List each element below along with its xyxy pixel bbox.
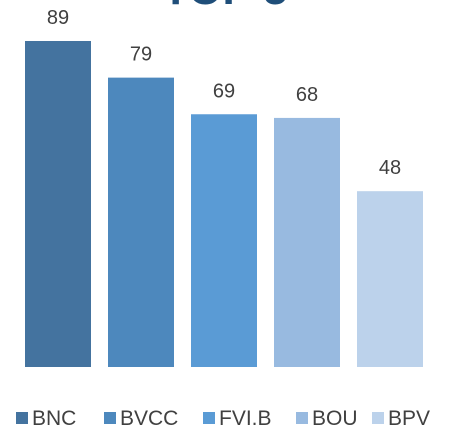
bar xyxy=(274,117,340,367)
data-label: 89 xyxy=(47,7,69,29)
legend-label: BOU xyxy=(312,407,358,428)
legend-label: BPV xyxy=(388,407,430,428)
bar xyxy=(108,77,174,368)
bar xyxy=(357,191,423,367)
data-label: 79 xyxy=(130,44,152,66)
data-label: 48 xyxy=(379,157,401,179)
data-label: 69 xyxy=(213,80,235,102)
bar xyxy=(25,40,91,367)
legend-swatch xyxy=(296,412,308,424)
legend-swatch xyxy=(104,412,116,424)
chart-title: TOP 5 xyxy=(162,0,288,14)
legend-swatch xyxy=(16,412,28,424)
data-label: 68 xyxy=(296,84,318,106)
legend-swatch xyxy=(203,412,215,424)
legend-label: BNC xyxy=(32,407,76,428)
legend-label: BVCC xyxy=(120,407,178,428)
legend-swatch xyxy=(372,412,384,424)
bar xyxy=(191,114,257,368)
legend-label: FVI.B xyxy=(219,407,272,428)
